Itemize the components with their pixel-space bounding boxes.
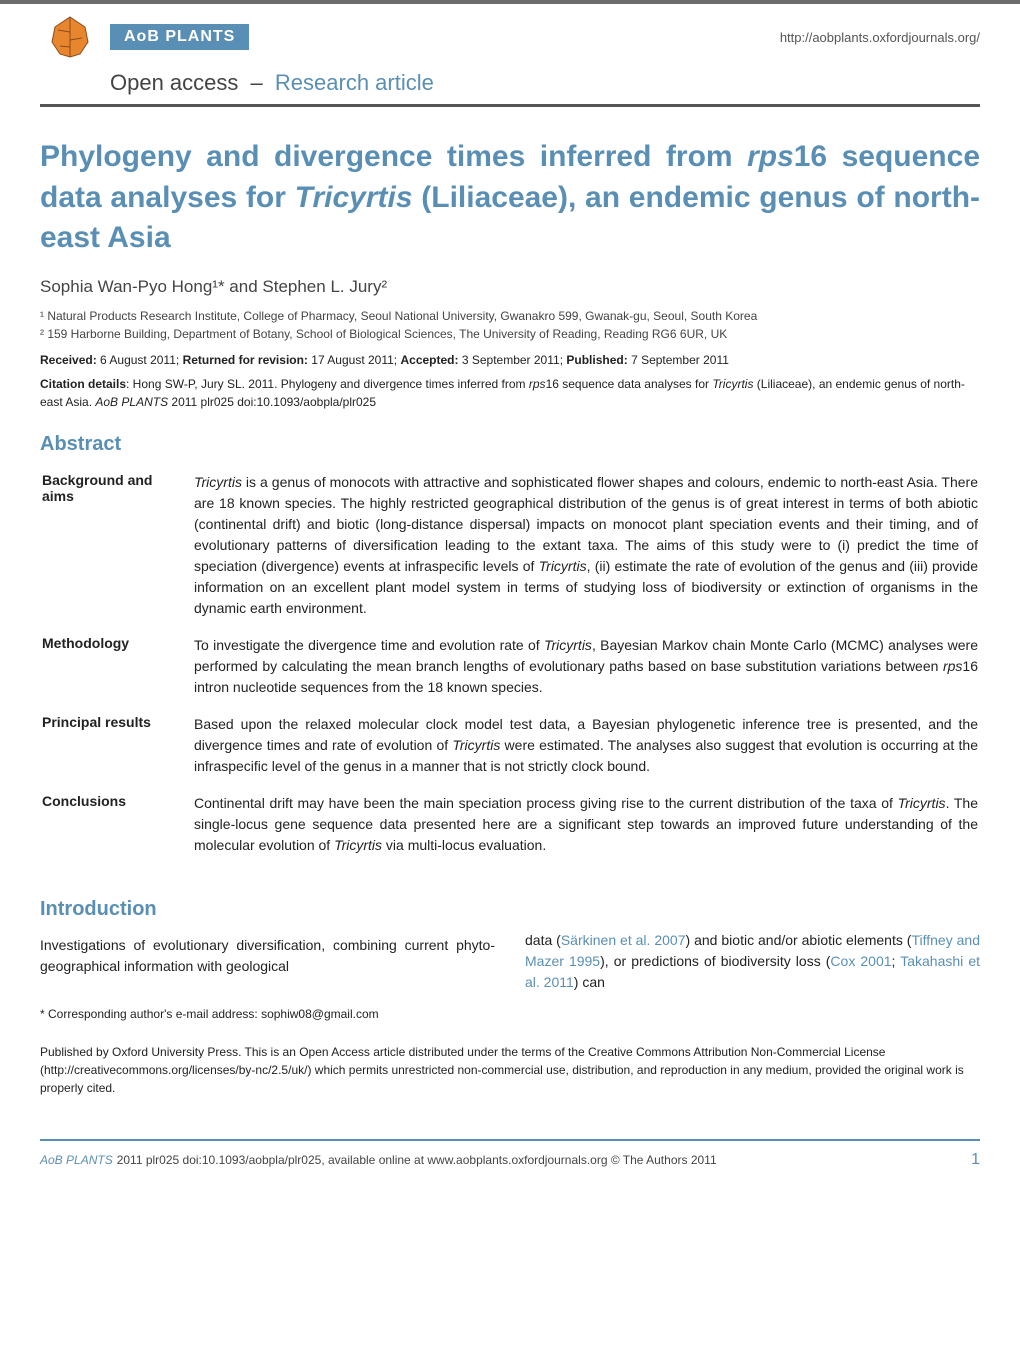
two-column-layout: Introduction Investigations of evolution… [40,898,980,993]
abstract-row-methodology: Methodology To investigate the divergenc… [42,635,978,712]
abstract-genus: Tricyrtis [898,795,946,811]
header-row: AoB PLANTS http://aobplants.oxfordjourna… [0,4,1020,70]
abstract-label: Background and aims [42,472,192,633]
returned-label: Returned for revision: [183,353,308,367]
citation-gene: rps [529,377,546,391]
published-date: 7 September 2011 [631,353,729,367]
abstract-row-results: Principal results Based upon the relaxed… [42,714,978,791]
affiliations: ¹ Natural Products Research Institute, C… [40,307,980,343]
title-prefix: Phylogeny and divergence times inferred … [40,140,747,173]
intro-mid2: ), or predictions of biodiversity loss ( [600,953,830,969]
intro-paragraph-left: Investigations of evolutionary diversifi… [40,935,495,977]
abstract-table: Background and aims Tricyrtis is a genus… [40,470,980,872]
abstract-text: Continental drift may have been the main… [194,793,978,870]
intro-pre: data ( [525,932,561,948]
returned-date: 17 August 2011; [311,353,397,367]
open-access-label: Open access [110,70,238,95]
abstract-pre: Continental drift may have been the main… [194,795,898,811]
abstract-label: Conclusions [42,793,192,870]
article-title: Phylogeny and divergence times inferred … [40,137,980,259]
corresponding-author: * Corresponding author's e-mail address:… [40,1007,980,1021]
abstract-genus2: Tricyrtis [539,558,587,574]
published-label: Published: [566,353,627,367]
license-text: Published by Oxford University Press. Th… [40,1043,980,1097]
intro-mid: ) and biotic and/or abiotic elements ( [686,932,912,948]
abstract-text: Based upon the relaxed molecular clock m… [194,714,978,791]
received-date: 6 August 2011; [100,353,179,367]
journal-badge: AoB PLANTS [110,24,249,50]
introduction-heading: Introduction [40,898,495,921]
main-content: Phylogeny and divergence times inferred … [0,107,1020,1117]
title-gene-num: 16 [794,140,827,173]
column-left: Introduction Investigations of evolution… [40,898,495,993]
footer-text: 2011 plr025 doi:10.1093/aobpla/plr025, a… [117,1153,717,1167]
affiliation-2: ² 159 Harborne Building, Department of B… [40,325,980,343]
intro-end: ) can [574,974,605,990]
abstract-row-background: Background and aims Tricyrtis is a genus… [42,472,978,633]
introduction-section: Introduction Investigations of evolution… [40,898,980,993]
footer-journal: AoB PLANTS [40,1153,113,1167]
citation-link[interactable]: Särkinen et al. 2007 [561,932,686,948]
article-type: Research article [275,70,434,95]
dates-row: Received: 6 August 2011; Returned for re… [40,353,980,367]
accepted-label: Accepted: [400,353,458,367]
affiliation-1: ¹ Natural Products Research Institute, C… [40,307,980,325]
abstract-genus: Tricyrtis [452,737,500,753]
footer: AoB PLANTS 2011 plr025 doi:10.1093/aobpl… [0,1141,1020,1179]
abstract-genus: Tricyrtis [194,474,242,490]
citation-tail: 2011 plr025 doi:10.1093/aobpla/plr025 [168,395,376,409]
citation-text: : Hong SW-P, Jury SL. 2011. Phylogeny an… [126,377,529,391]
citation-label: Citation details [40,377,126,391]
abstract-heading: Abstract [40,433,980,456]
leaf-logo-icon [40,12,100,62]
title-gene: rps [747,140,794,173]
citation-link[interactable]: Cox 2001 [830,953,891,969]
abstract-pre: To investigate the divergence time and e… [194,637,544,653]
article-type-row: Open access – Research article [0,70,1020,104]
abstract-genus: Tricyrtis [544,637,592,653]
abstract-body2: via multi-locus evaluation. [382,837,546,853]
received-label: Received: [40,353,97,367]
abstract-label: Principal results [42,714,192,791]
citation-genus: Tricyrtis [712,377,753,391]
dash-separator: – [251,70,263,95]
citation-details: Citation details: Hong SW-P, Jury SL. 20… [40,375,980,411]
page-number: 1 [971,1151,980,1169]
abstract-text: Tricyrtis is a genus of monocots with at… [194,472,978,633]
intro-sep: ; [892,953,901,969]
title-genus: Tricyrtis [295,181,413,214]
abstract-row-conclusions: Conclusions Continental drift may have b… [42,793,978,870]
citation-journal: AoB PLANTS [95,395,168,409]
journal-url[interactable]: http://aobplants.oxfordjournals.org/ [780,30,980,45]
authors: Sophia Wan-Pyo Hong¹* and Stephen L. Jur… [40,277,980,297]
intro-paragraph-right: data (Särkinen et al. 2007) and biotic a… [525,898,980,993]
abstract-label: Methodology [42,635,192,712]
citation-gene-num: 16 sequence data analyses for [546,377,713,391]
accepted-date: 3 September 2011; [462,353,563,367]
abstract-text: To investigate the divergence time and e… [194,635,978,712]
column-right: data (Särkinen et al. 2007) and biotic a… [525,898,980,993]
abstract-genus2: Tricyrtis [334,837,382,853]
abstract-gene: rps [943,658,962,674]
